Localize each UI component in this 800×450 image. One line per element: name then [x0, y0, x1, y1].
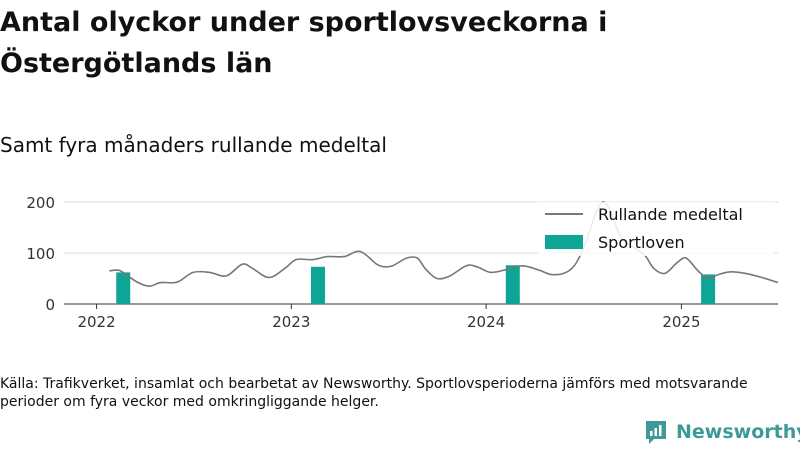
y-tick-label: 200: [26, 194, 55, 212]
source-note: Källa: Trafikverket, insamlat och bearbe…: [0, 376, 748, 410]
legend-bar-swatch: [545, 235, 583, 249]
x-tick-label: 2025: [662, 313, 700, 331]
legend-label-bar: Sportloven: [598, 233, 685, 252]
sportlov-bar: [505, 265, 520, 304]
logo-text: Newsworthy: [676, 421, 800, 443]
x-tick-label: 2023: [272, 313, 310, 331]
sportloven-bars: [116, 265, 716, 304]
legend-label-line: Rullande medeltal: [598, 205, 743, 224]
chart-title: Antal olyckor under sportlovsveckorna i …: [0, 7, 608, 79]
legend: Rullande medeltal Sportloven: [538, 202, 774, 256]
newsworthy-logo: Newsworthy: [644, 419, 800, 445]
sportlov-bar: [116, 272, 131, 304]
y-tick-label: 0: [45, 296, 55, 314]
chart-subtitle: Samt fyra månaders rullande medeltal: [0, 133, 387, 157]
rolling-average-line: [109, 201, 779, 288]
y-tick-label: 100: [26, 245, 55, 263]
y-axis: 200 100 0: [26, 194, 55, 314]
x-tick-label: 2024: [467, 313, 505, 331]
sportlov-bar: [701, 274, 716, 304]
newsworthy-logo-icon: [646, 421, 666, 444]
chart-area: 200 100 0 2022 2023 2024 2025 Rullande mede…: [26, 194, 779, 331]
x-axis: 2022 2023 2024 2025: [77, 304, 701, 331]
sportlov-bar: [311, 266, 326, 304]
x-tick-label: 2022: [77, 313, 115, 331]
